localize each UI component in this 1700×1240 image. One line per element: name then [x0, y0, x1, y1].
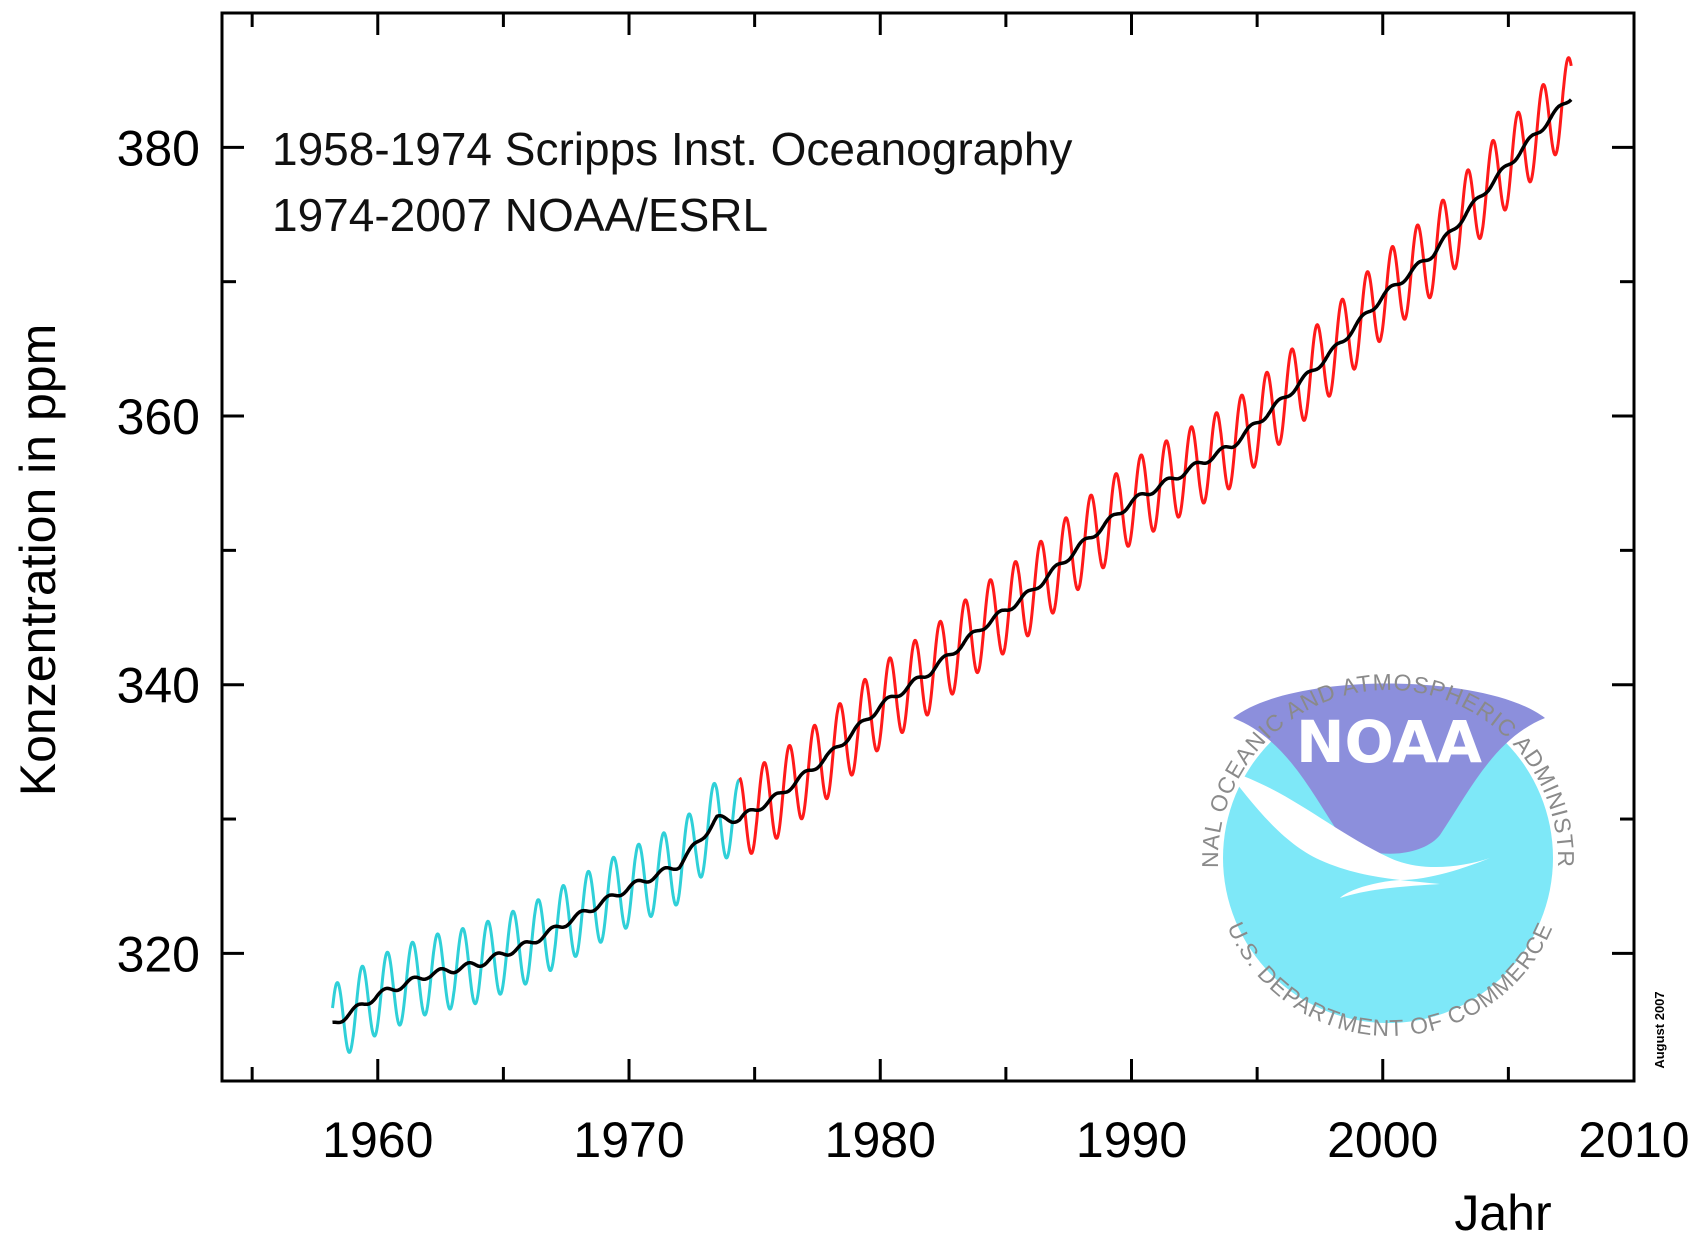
x-tick-label: 1960 [322, 1112, 433, 1168]
y-axis-tick-labels: 320 340 360 380 [117, 120, 200, 982]
y-tick-label: 340 [117, 658, 200, 714]
annotation-scripps: 1958-1974 Scripps Inst. Oceanography [272, 123, 1072, 175]
x-axis-ticks [250, 13, 1510, 1081]
series-layer [331, 56, 1573, 1054]
x-axis-title: Jahr [1454, 1185, 1551, 1240]
x-tick-label: 1970 [573, 1112, 684, 1168]
logo-gull-wave [1226, 770, 1490, 898]
x-tick-label: 1980 [825, 1112, 936, 1168]
plot-frame [220, 11, 1636, 1083]
y-axis-ticks [222, 145, 1634, 955]
series-line-trend [332, 98, 1573, 1025]
date-stamp: August 2007 [1652, 991, 1667, 1068]
annotation-noaa: 1974-2007 NOAA/ESRL [272, 189, 768, 241]
y-tick-label: 380 [117, 120, 200, 176]
y-axis-title: Konzentration in ppm [10, 324, 66, 797]
x-tick-label: 1990 [1076, 1112, 1187, 1168]
x-tick-label: 2010 [1578, 1112, 1689, 1168]
series-line-scripps [331, 778, 741, 1054]
x-axis-tick-labels: 1960 1970 1980 1990 2000 2010 [322, 1112, 1689, 1168]
y-tick-label: 360 [117, 389, 200, 445]
logo-wordmark: NOAA [1296, 708, 1482, 776]
x-tick-label: 2000 [1327, 1112, 1438, 1168]
series-line-noaa [738, 56, 1573, 855]
logo-sky-shape [1233, 683, 1545, 854]
y-tick-label: 320 [117, 926, 200, 982]
